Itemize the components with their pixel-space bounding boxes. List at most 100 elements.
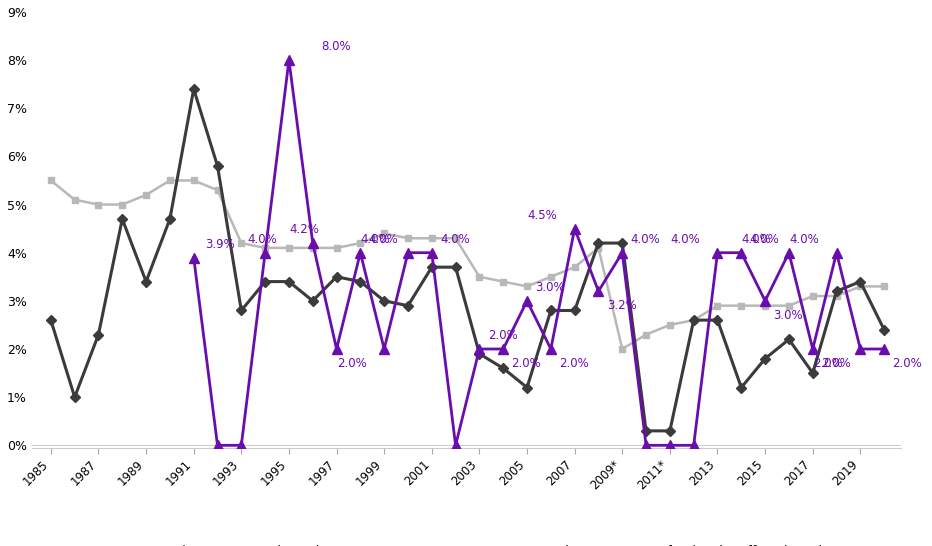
UW Professional Staff Merit Pool	[188, 254, 199, 261]
Pay Increases - Exempt Level	[545, 274, 556, 280]
Text: 3.0%: 3.0%	[535, 281, 565, 294]
Text: 2.0%: 2.0%	[559, 357, 589, 370]
Pay Increases - Exempt Level	[735, 302, 747, 309]
Pay Increases - Exempt Level	[212, 187, 223, 193]
Text: 4.5%: 4.5%	[528, 209, 557, 222]
UW Professional Staff Merit Pool	[760, 298, 771, 304]
Text: 4.0%: 4.0%	[789, 233, 819, 246]
UW Professional Staff Merit Pool	[735, 250, 747, 256]
Seattle Consumer Price Index	[473, 351, 485, 357]
Pay Increases - Exempt Level	[116, 201, 128, 208]
Text: 2.0%: 2.0%	[813, 357, 843, 370]
Seattle Consumer Price Index	[378, 298, 390, 304]
Pay Increases - Exempt Level	[331, 245, 342, 251]
Pay Increases - Exempt Level	[46, 177, 57, 184]
Seattle Consumer Price Index	[593, 240, 604, 246]
Pay Increases - Exempt Level	[498, 278, 509, 285]
Seattle Consumer Price Index	[640, 428, 651, 434]
UW Professional Staff Merit Pool	[283, 57, 295, 63]
Pay Increases - Exempt Level	[521, 283, 532, 290]
Text: 3.9%: 3.9%	[205, 238, 235, 251]
UW Professional Staff Merit Pool	[403, 250, 414, 256]
UW Professional Staff Merit Pool	[331, 346, 342, 352]
Seattle Consumer Price Index	[760, 355, 771, 362]
Pay Increases - Exempt Level	[141, 192, 152, 198]
Pay Increases - Exempt Level	[807, 293, 818, 299]
UW Professional Staff Merit Pool	[521, 298, 532, 304]
Seattle Consumer Price Index	[426, 264, 437, 270]
UW Professional Staff Merit Pool	[498, 346, 509, 352]
Seattle Consumer Price Index	[93, 331, 104, 338]
Text: 2.0%: 2.0%	[893, 357, 923, 370]
Pay Increases - Exempt Level	[569, 264, 581, 270]
UW Professional Staff Merit Pool	[688, 442, 699, 449]
UW Professional Staff Merit Pool	[879, 346, 890, 352]
Text: 3.2%: 3.2%	[607, 299, 637, 312]
Text: 4.0%: 4.0%	[742, 233, 772, 246]
Pay Increases - Exempt Level	[69, 197, 80, 203]
Pay Increases - Exempt Level	[426, 235, 437, 241]
UW Professional Staff Merit Pool	[593, 288, 604, 294]
Seattle Consumer Price Index	[569, 307, 581, 314]
Seattle Consumer Price Index	[188, 86, 199, 92]
Text: 4.0%: 4.0%	[369, 233, 399, 246]
Seattle Consumer Price Index	[617, 240, 628, 246]
Text: 2.0%: 2.0%	[821, 357, 851, 370]
Pay Increases - Exempt Level	[688, 317, 699, 323]
Pay Increases - Exempt Level	[403, 235, 414, 241]
Seattle Consumer Price Index	[855, 278, 866, 285]
Seattle Consumer Price Index	[116, 216, 128, 222]
Seattle Consumer Price Index	[69, 394, 80, 400]
Seattle Consumer Price Index	[283, 278, 295, 285]
UW Professional Staff Merit Pool	[545, 346, 556, 352]
Seattle Consumer Price Index	[665, 428, 676, 434]
Text: 2.0%: 2.0%	[487, 329, 517, 342]
Seattle Consumer Price Index	[807, 370, 818, 376]
UW Professional Staff Merit Pool	[640, 442, 651, 449]
UW Professional Staff Merit Pool	[617, 250, 628, 256]
Pay Increases - Exempt Level	[355, 240, 366, 246]
Pay Increases - Exempt Level	[450, 235, 461, 241]
Pay Increases - Exempt Level	[188, 177, 199, 184]
Pay Increases - Exempt Level	[879, 283, 890, 290]
Text: 8.0%: 8.0%	[322, 40, 350, 53]
Seattle Consumer Price Index	[450, 264, 461, 270]
UW Professional Staff Merit Pool	[783, 250, 794, 256]
Pay Increases - Exempt Level	[617, 346, 628, 352]
Seattle Consumer Price Index	[46, 317, 57, 323]
Line: Pay Increases - Exempt Level: Pay Increases - Exempt Level	[48, 177, 887, 352]
Pay Increases - Exempt Level	[783, 302, 794, 309]
Pay Increases - Exempt Level	[831, 293, 843, 299]
UW Professional Staff Merit Pool	[450, 442, 461, 449]
UW Professional Staff Merit Pool	[569, 225, 581, 232]
Pay Increases - Exempt Level	[473, 274, 485, 280]
Seattle Consumer Price Index	[712, 317, 723, 323]
UW Professional Staff Merit Pool	[473, 346, 485, 352]
Text: 4.0%: 4.0%	[631, 233, 661, 246]
UW Professional Staff Merit Pool	[712, 250, 723, 256]
Seattle Consumer Price Index	[355, 278, 366, 285]
Seattle Consumer Price Index	[735, 384, 747, 391]
UW Professional Staff Merit Pool	[378, 346, 390, 352]
Text: 4.0%: 4.0%	[247, 233, 277, 246]
UW Professional Staff Merit Pool	[426, 250, 437, 256]
UW Professional Staff Merit Pool	[308, 240, 319, 246]
Seattle Consumer Price Index	[545, 307, 556, 314]
Pay Increases - Exempt Level	[283, 245, 295, 251]
Pay Increases - Exempt Level	[593, 245, 604, 251]
Seattle Consumer Price Index	[783, 336, 794, 343]
Seattle Consumer Price Index	[521, 384, 532, 391]
Pay Increases - Exempt Level	[308, 245, 319, 251]
Seattle Consumer Price Index	[331, 274, 342, 280]
Text: 4.0%: 4.0%	[749, 233, 779, 246]
Seattle Consumer Price Index	[831, 288, 843, 294]
Seattle Consumer Price Index	[164, 216, 175, 222]
UW Professional Staff Merit Pool	[665, 442, 676, 449]
Seattle Consumer Price Index	[259, 278, 270, 285]
Text: 2.0%: 2.0%	[337, 357, 366, 370]
Pay Increases - Exempt Level	[760, 302, 771, 309]
UW Professional Staff Merit Pool	[855, 346, 866, 352]
Text: 4.0%: 4.0%	[440, 233, 470, 246]
Text: 4.2%: 4.2%	[289, 223, 320, 236]
UW Professional Staff Merit Pool	[236, 442, 247, 449]
